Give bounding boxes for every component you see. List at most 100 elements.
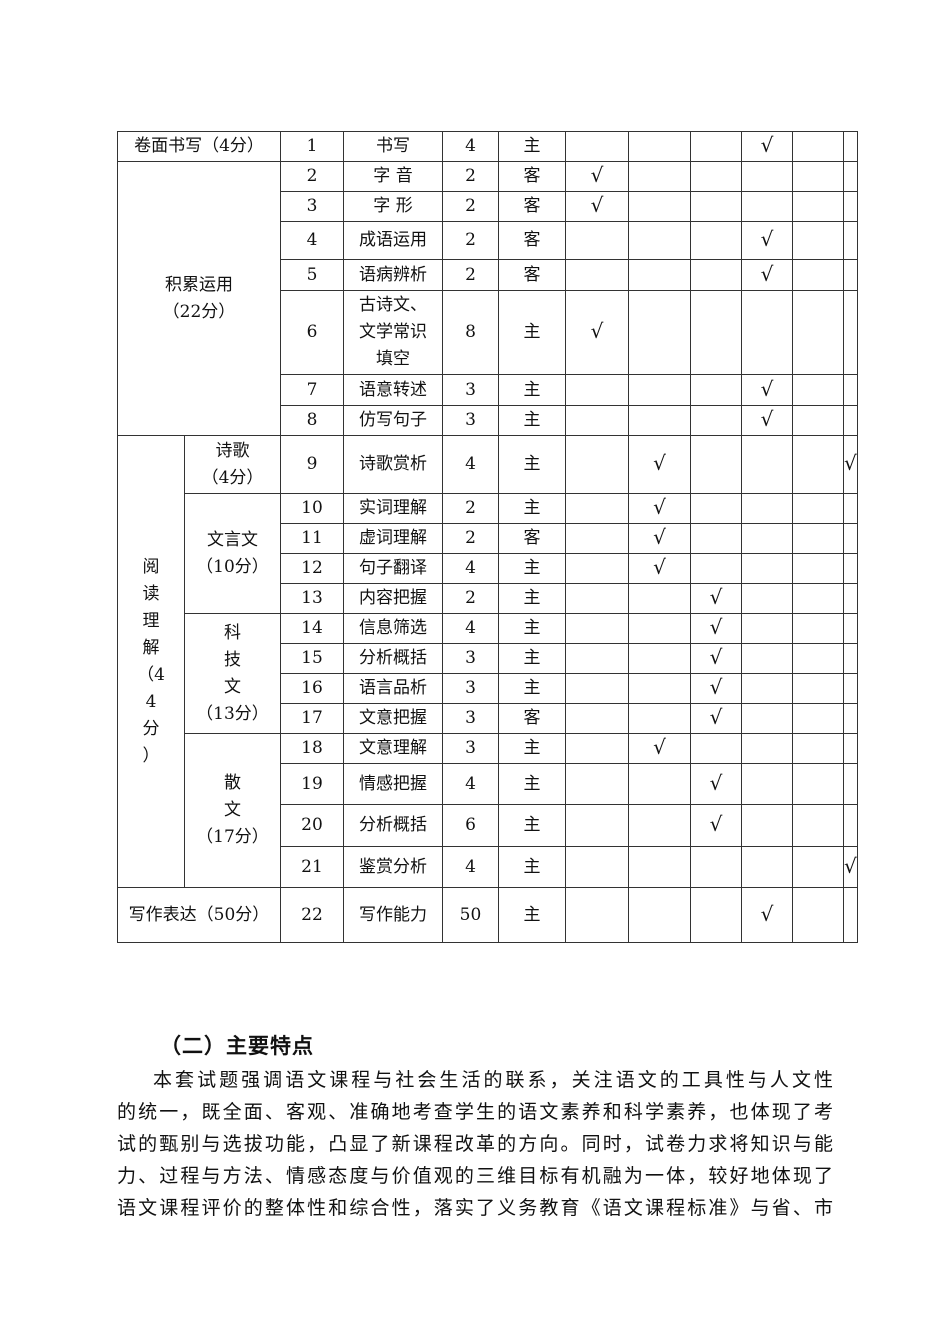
type-cell: 主 xyxy=(498,435,566,494)
check-cell xyxy=(628,259,691,291)
table-row: 8 仿写句子 3 主 √ xyxy=(118,405,858,436)
item-cell: 内容把握 xyxy=(343,583,443,614)
check-mark-icon: √ xyxy=(760,227,774,251)
item-cell: 虚词理解 xyxy=(343,523,443,554)
paragraph-line: 力、过程与方法、情感态度与价值观的三维目标有机融为一体，较好地体现了 xyxy=(117,1165,833,1187)
question-number-cell: 11 xyxy=(280,523,344,554)
check-cell: √ xyxy=(628,493,691,524)
check-cell xyxy=(792,290,844,375)
check-mark-icon: √ xyxy=(709,585,723,609)
check-cell xyxy=(628,887,691,943)
item-cell: 语意转述 xyxy=(343,374,443,406)
check-cell xyxy=(843,887,858,943)
item-cell: 古诗文、 文学常识 填空 xyxy=(343,290,443,375)
check-cell xyxy=(628,191,691,222)
question-number-cell: 17 xyxy=(280,703,344,734)
check-cell xyxy=(565,673,629,704)
question-number-cell: 1 xyxy=(280,131,344,162)
question-number-cell: 2 xyxy=(280,161,344,192)
check-cell xyxy=(628,643,691,674)
score-cell: 3 xyxy=(442,374,499,406)
type-cell: 主 xyxy=(498,405,566,436)
check-cell xyxy=(741,191,793,222)
check-cell xyxy=(628,673,691,704)
check-cell xyxy=(565,846,629,888)
exam-structure-table: 卷面书写（4分） 1 书写 4 主 √ 积累运用 （22分） 2 字 音 2 客 √ 3 字 形 2 客 √ 4 成… xyxy=(117,131,858,943)
check-cell: √ xyxy=(690,673,742,704)
check-mark-icon: √ xyxy=(844,451,857,475)
type-cell: 客 xyxy=(498,703,566,734)
check-cell xyxy=(792,259,844,291)
category-cell: 写作表达（50分） xyxy=(117,887,281,943)
check-cell xyxy=(792,887,844,943)
paragraph-line: 语文课程评价的整体性和综合性，落实了义务教育《语文课程标准》与省、市 xyxy=(117,1197,833,1219)
section-heading: （二）主要特点 xyxy=(160,1033,314,1058)
table-row: 积累运用 （22分） 2 字 音 2 客 √ xyxy=(117,161,858,436)
question-number-cell: 14 xyxy=(280,613,344,644)
check-cell: √ xyxy=(741,221,793,260)
check-cell xyxy=(565,131,629,162)
check-cell: √ xyxy=(843,435,858,494)
check-mark-icon: √ xyxy=(653,525,666,549)
table-row: 卷面书写（4分） 1 书写 4 主 √ xyxy=(117,131,858,162)
subcategory-cell: 诗歌 （4分） xyxy=(184,435,281,494)
check-mark-icon: √ xyxy=(653,735,666,759)
question-number-cell: 4 xyxy=(280,221,344,260)
category-cell: 卷面书写（4分） xyxy=(117,131,281,162)
type-cell: 主 xyxy=(498,553,566,584)
check-cell xyxy=(792,583,844,614)
question-number-cell: 12 xyxy=(280,553,344,584)
score-cell: 3 xyxy=(442,733,499,764)
check-mark-icon: √ xyxy=(760,901,774,926)
question-number-cell: 19 xyxy=(280,763,344,805)
check-cell xyxy=(792,613,844,644)
type-cell: 主 xyxy=(498,763,566,805)
check-cell xyxy=(690,846,742,888)
check-cell xyxy=(565,804,629,847)
check-cell xyxy=(565,763,629,805)
type-cell: 客 xyxy=(498,259,566,291)
score-cell: 50 xyxy=(442,887,499,943)
question-number-cell: 3 xyxy=(280,191,344,222)
subcategory-cell: 科 技 文 （13分） xyxy=(184,613,281,734)
score-cell: 6 xyxy=(442,804,499,847)
check-cell xyxy=(565,583,629,614)
score-cell: 2 xyxy=(442,221,499,260)
table-row: 写作表达（50分） 22 写作能力 50 主 √ xyxy=(117,887,858,943)
check-cell xyxy=(565,221,629,260)
check-cell xyxy=(565,435,629,494)
check-cell xyxy=(690,131,742,162)
check-cell xyxy=(565,643,629,674)
item-cell: 分析概括 xyxy=(343,804,443,847)
check-cell: √ xyxy=(628,435,691,494)
check-cell xyxy=(690,161,742,192)
check-cell xyxy=(792,374,844,406)
check-cell xyxy=(628,583,691,614)
check-cell xyxy=(741,673,793,704)
check-cell: √ xyxy=(565,161,629,192)
score-cell: 2 xyxy=(442,259,499,291)
type-cell: 主 xyxy=(498,290,566,375)
score-cell: 4 xyxy=(442,763,499,805)
check-cell xyxy=(843,221,858,260)
item-cell: 仿写句子 xyxy=(343,405,443,436)
type-cell: 主 xyxy=(498,493,566,524)
check-cell xyxy=(741,493,793,524)
check-mark-icon: √ xyxy=(590,163,604,187)
check-mark-icon: √ xyxy=(844,853,857,878)
check-cell xyxy=(792,435,844,494)
table-row: 6 古诗文、 文学常识 填空 8 主 √ xyxy=(118,290,858,375)
question-number-cell: 21 xyxy=(280,846,344,888)
type-cell: 客 xyxy=(498,523,566,554)
check-cell xyxy=(628,763,691,805)
score-cell: 8 xyxy=(442,290,499,375)
check-cell xyxy=(690,405,742,436)
item-cell: 语病辨析 xyxy=(343,259,443,291)
type-cell: 主 xyxy=(498,846,566,888)
check-cell xyxy=(565,887,629,943)
type-cell: 主 xyxy=(498,613,566,644)
check-cell xyxy=(792,523,844,554)
check-mark-icon: √ xyxy=(760,261,774,286)
check-cell xyxy=(843,131,858,162)
